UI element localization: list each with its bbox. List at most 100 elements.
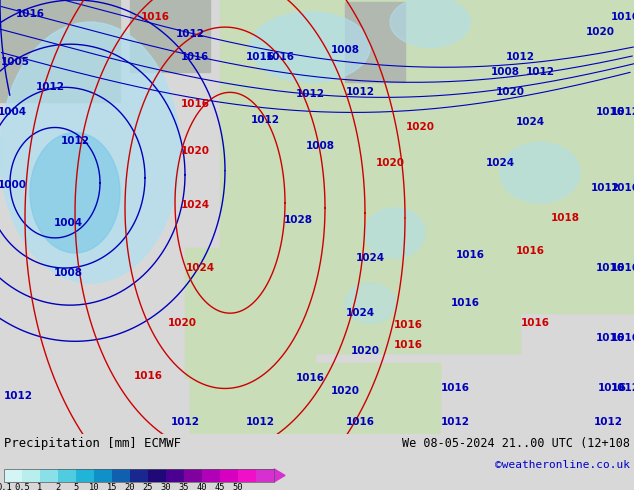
Text: 1000: 1000 — [0, 180, 27, 190]
Text: 1024: 1024 — [181, 200, 210, 210]
Bar — [256, 469, 274, 482]
Ellipse shape — [345, 283, 395, 323]
Text: 15: 15 — [107, 484, 117, 490]
Text: 1024: 1024 — [185, 263, 214, 273]
Text: 1028: 1028 — [283, 215, 313, 225]
Text: 1008: 1008 — [53, 268, 82, 278]
Text: 1016: 1016 — [595, 107, 624, 118]
Text: 1016: 1016 — [266, 52, 295, 62]
Text: 1024: 1024 — [486, 158, 515, 168]
Bar — [4, 469, 22, 482]
Text: 1016: 1016 — [595, 263, 624, 273]
Text: 1016: 1016 — [455, 250, 484, 260]
Text: ©weatheronline.co.uk: ©weatheronline.co.uk — [495, 460, 630, 470]
Bar — [190, 364, 440, 434]
Bar — [40, 469, 58, 482]
Bar — [220, 0, 520, 353]
Text: 1012: 1012 — [171, 416, 200, 427]
Ellipse shape — [0, 22, 180, 283]
Bar — [490, 0, 634, 313]
Bar — [22, 469, 40, 482]
Text: 1008: 1008 — [330, 45, 359, 55]
Text: 1012: 1012 — [250, 116, 280, 125]
Text: 1: 1 — [37, 484, 42, 490]
Text: 1012: 1012 — [36, 82, 65, 92]
Bar — [130, 0, 210, 73]
Text: 1012: 1012 — [611, 107, 634, 118]
Bar — [185, 248, 315, 378]
Bar — [94, 469, 112, 482]
Text: 1004: 1004 — [0, 107, 27, 118]
Ellipse shape — [30, 132, 120, 253]
Text: 1012: 1012 — [505, 52, 534, 62]
Text: 50: 50 — [233, 484, 243, 490]
Text: 1016: 1016 — [441, 384, 470, 393]
Text: 1012: 1012 — [441, 416, 470, 427]
Text: 1024: 1024 — [515, 118, 545, 127]
Text: 1020: 1020 — [351, 346, 380, 356]
Text: 1016: 1016 — [15, 9, 44, 19]
Text: 0.1: 0.1 — [0, 484, 12, 490]
Text: 2: 2 — [55, 484, 61, 490]
Bar — [4, 469, 274, 482]
Bar — [238, 469, 256, 482]
Text: 1012: 1012 — [176, 29, 205, 39]
Text: 20: 20 — [125, 484, 135, 490]
Text: 1016: 1016 — [611, 333, 634, 343]
Ellipse shape — [365, 208, 425, 258]
Text: 1012: 1012 — [60, 136, 89, 146]
Text: 1020: 1020 — [181, 146, 209, 155]
Text: 1004: 1004 — [53, 218, 82, 228]
Text: 1016: 1016 — [451, 298, 479, 308]
Text: 1016: 1016 — [346, 416, 375, 427]
Text: 1016: 1016 — [141, 12, 169, 22]
Text: 5: 5 — [74, 484, 79, 490]
Text: 1020: 1020 — [330, 387, 359, 396]
Text: 1016: 1016 — [295, 373, 325, 384]
Text: 1016: 1016 — [394, 320, 422, 330]
Text: 1016: 1016 — [515, 246, 545, 256]
Text: 1018: 1018 — [550, 213, 579, 223]
Text: 1016: 1016 — [181, 99, 209, 109]
Bar — [0, 0, 60, 52]
Text: 1016: 1016 — [134, 371, 162, 381]
Text: 45: 45 — [215, 484, 225, 490]
Bar — [345, 2, 405, 82]
Text: 1012: 1012 — [245, 416, 275, 427]
Text: 1020: 1020 — [586, 27, 614, 37]
Text: 1016: 1016 — [597, 384, 626, 393]
Text: 30: 30 — [161, 484, 171, 490]
Text: 1012: 1012 — [4, 391, 32, 400]
Text: 35: 35 — [179, 484, 190, 490]
Text: 1020: 1020 — [406, 122, 434, 132]
Text: 1008: 1008 — [491, 67, 519, 77]
Text: 1012: 1012 — [593, 416, 623, 427]
Text: Precipitation [mm] ECMWF: Precipitation [mm] ECMWF — [4, 437, 181, 450]
Text: 1020: 1020 — [375, 158, 404, 168]
Bar — [58, 469, 76, 482]
Text: 1020: 1020 — [496, 87, 524, 98]
Text: 1012: 1012 — [611, 384, 634, 393]
Bar — [76, 469, 94, 482]
Ellipse shape — [390, 0, 470, 47]
Text: 1016: 1016 — [394, 341, 422, 350]
Text: 1016: 1016 — [611, 263, 634, 273]
Bar — [248, 42, 323, 163]
Polygon shape — [274, 469, 285, 482]
Text: 1024: 1024 — [346, 308, 375, 318]
Text: 1005: 1005 — [1, 57, 30, 67]
Text: 1012: 1012 — [346, 87, 375, 98]
Text: 1024: 1024 — [356, 253, 385, 263]
Ellipse shape — [500, 143, 580, 203]
Text: 1008: 1008 — [306, 141, 335, 150]
Text: 1016: 1016 — [245, 52, 275, 62]
Bar — [130, 469, 148, 482]
Text: 1012: 1012 — [526, 67, 555, 77]
Text: 25: 25 — [143, 484, 153, 490]
Text: 1016: 1016 — [611, 12, 634, 22]
Text: 1016: 1016 — [611, 183, 634, 193]
Text: 1016: 1016 — [521, 318, 550, 328]
Text: 40: 40 — [197, 484, 207, 490]
Text: 1016: 1016 — [595, 333, 624, 343]
Bar — [166, 469, 184, 482]
